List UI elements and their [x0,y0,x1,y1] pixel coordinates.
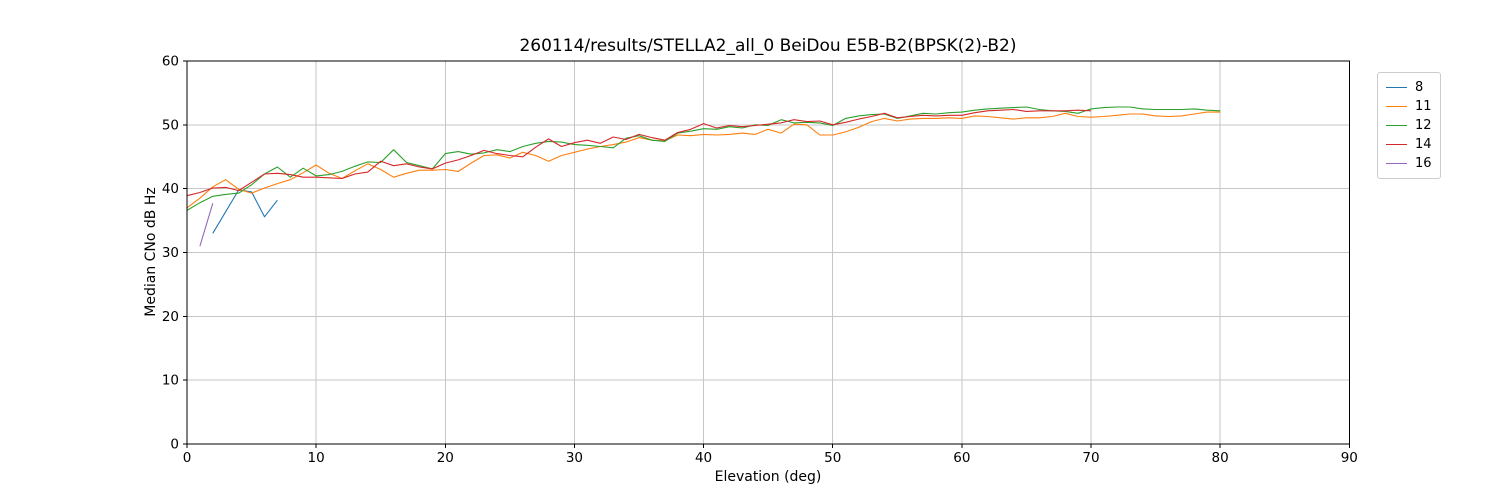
y-tick-label-50: 50 [162,117,179,133]
series-line-16 [199,203,214,247]
legend-label-14: 14 [1415,137,1432,152]
x-tick-label-10: 10 [308,450,325,466]
legend-entry-8: 8 [1386,78,1432,97]
legend-label-12: 12 [1415,118,1432,133]
x-tick-label-0: 0 [183,450,192,466]
legend-line-swatch-16 [1386,163,1407,164]
x-tick-label-60: 60 [953,450,970,466]
y-tick-label-0: 0 [170,437,179,453]
x-tick-label-50: 50 [824,450,841,466]
x-tick-label-40: 40 [695,450,712,466]
legend-entry-11: 11 [1386,97,1432,116]
y-tick-label-30: 30 [162,245,179,261]
x-axis-label: Elevation (deg) [714,469,822,485]
series-line-8 [212,189,278,234]
legend-line-swatch-8 [1386,87,1407,88]
legend-label-16: 16 [1415,156,1432,171]
y-axis-label: Median CNo dB Hz [143,187,159,317]
x-tick-label-70: 70 [1082,450,1099,466]
y-tick-label-20: 20 [162,309,179,325]
legend-entry-14: 14 [1386,135,1432,154]
legend-label-8: 8 [1415,80,1424,95]
legend-label-11: 11 [1415,99,1432,114]
series-line-11 [186,111,1221,209]
legend: 8 11 12 14 16 [1377,72,1441,179]
series-line-14 [186,108,1092,197]
legend-line-swatch-14 [1386,144,1407,145]
legend-entry-12: 12 [1386,116,1432,135]
y-tick-label-40: 40 [162,181,179,197]
x-tick-label-20: 20 [437,450,454,466]
legend-line-swatch-11 [1386,106,1407,107]
x-tick-label-90: 90 [1341,450,1358,466]
y-tick-label-10: 10 [162,373,179,389]
legend-line-swatch-12 [1386,125,1407,126]
x-tick-label-80: 80 [1212,450,1229,466]
x-tick-label-30: 30 [566,450,583,466]
y-tick-label-60: 60 [162,54,179,70]
chart-title: 260114/results/STELLA2_all_0 BeiDou E5B-… [519,36,1017,56]
legend-entry-16: 16 [1386,154,1432,173]
